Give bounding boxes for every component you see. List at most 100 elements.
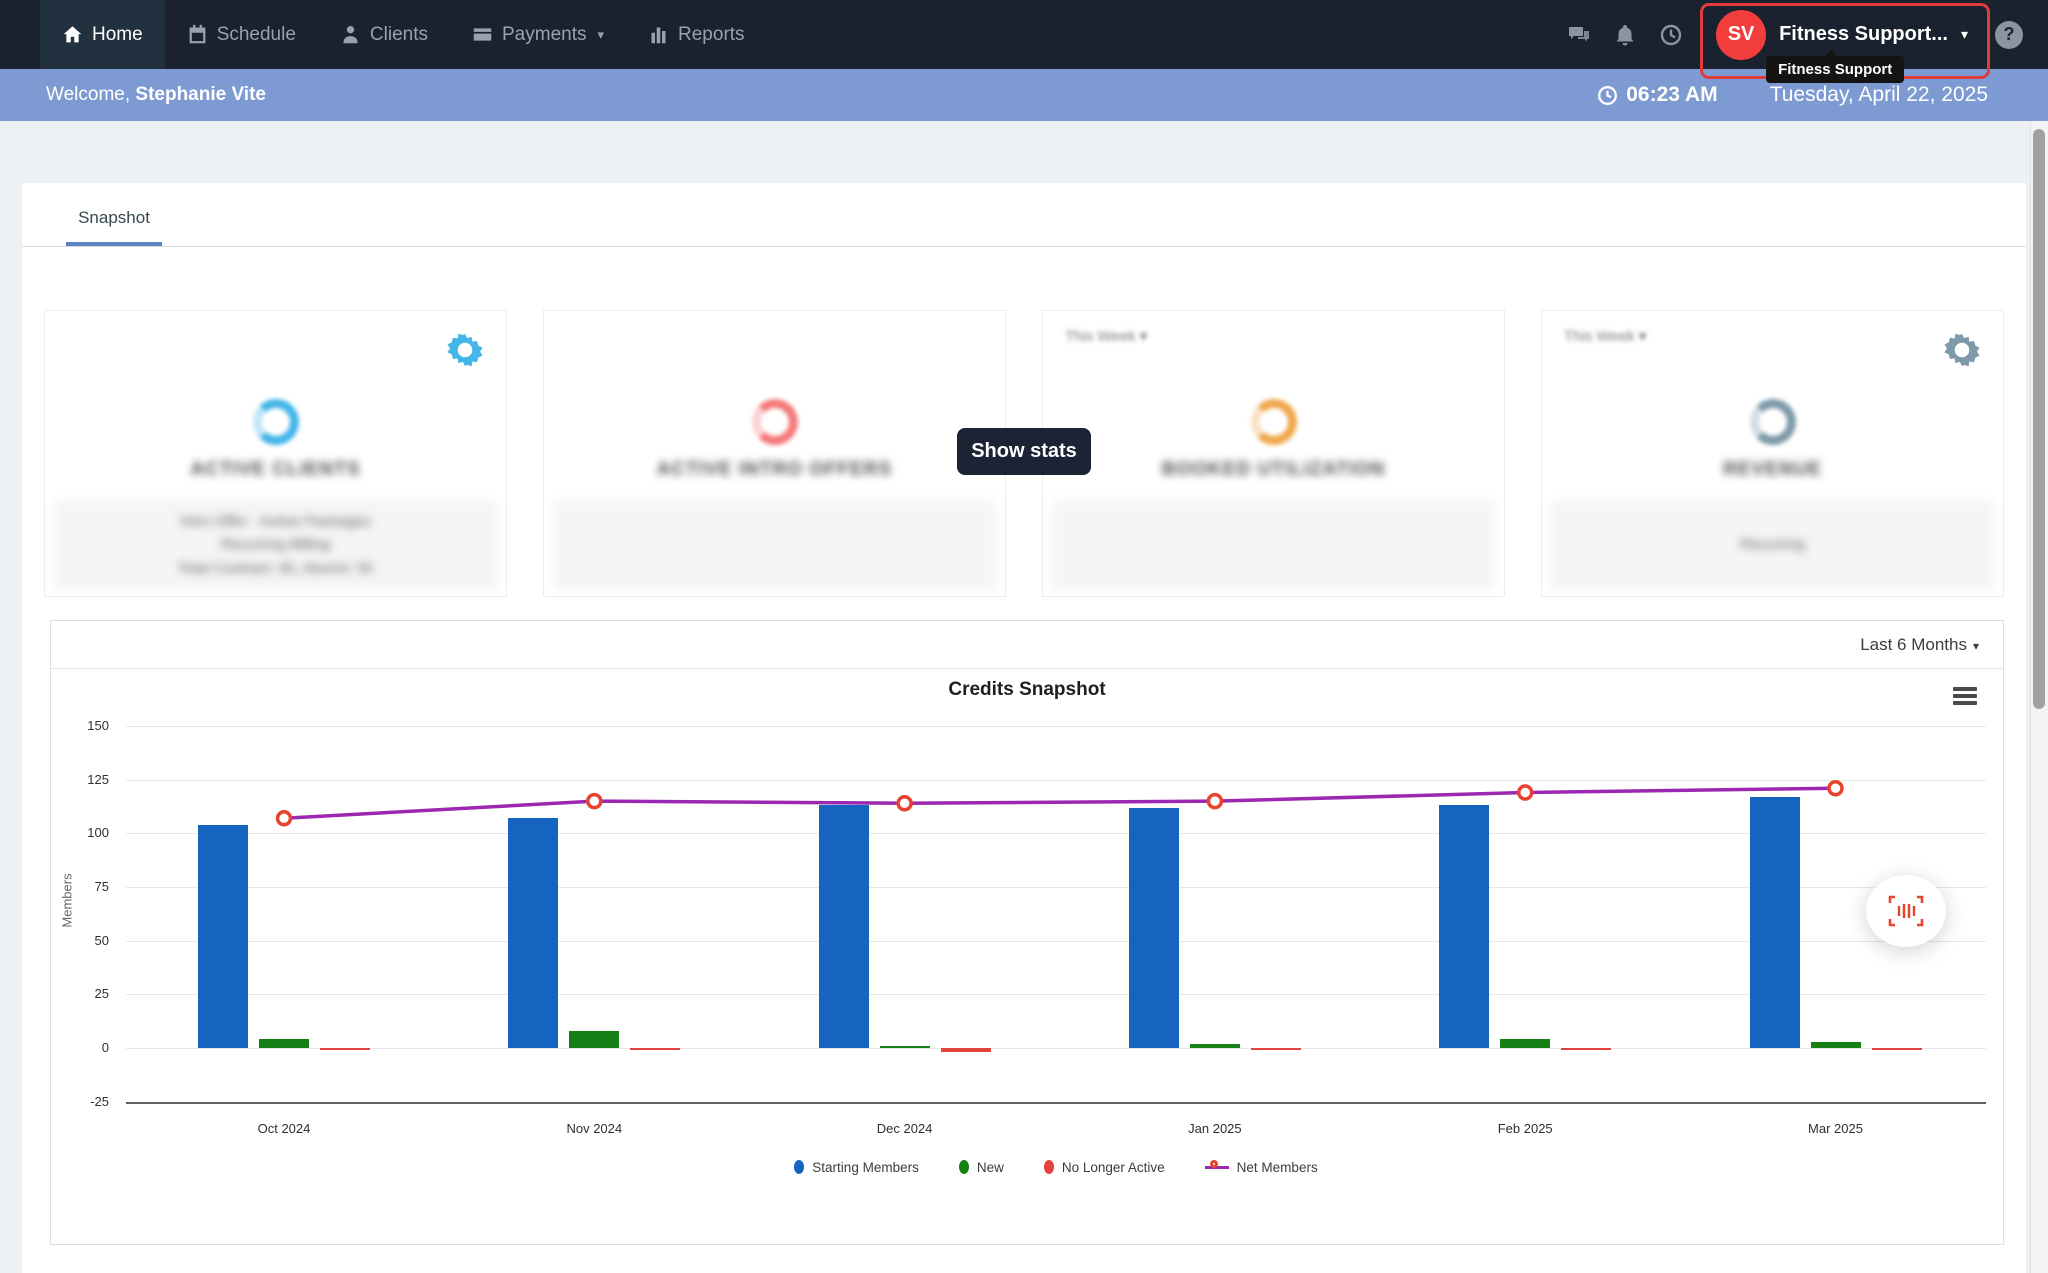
footer-line: Intro Offer - Active Packages	[180, 510, 371, 533]
bar-new	[1811, 1042, 1861, 1048]
nav-item-payments[interactable]: Payments ▾	[450, 0, 626, 69]
legend-dot-icon	[794, 1160, 804, 1174]
page-scrollbar-track[interactable]	[2030, 121, 2048, 1273]
page-scrollbar-thumb[interactable]	[2033, 129, 2045, 709]
notifications-button[interactable]	[1602, 0, 1648, 69]
footer-line: Recurring	[1740, 533, 1805, 556]
tab-snapshot[interactable]: Snapshot	[66, 208, 162, 246]
gear-icon[interactable]	[1943, 331, 1981, 369]
chevron-down-icon: ▾	[597, 27, 604, 43]
card-range-dropdown[interactable]: This Week ▾	[1065, 327, 1147, 345]
legend-label: Net Members	[1237, 1160, 1318, 1175]
chart-menu-icon[interactable]	[1953, 687, 1977, 708]
card-active-clients: ACTIVE CLIENTS Intro Offer - Active Pack…	[44, 310, 507, 597]
greeting: Welcome,	[46, 84, 130, 105]
loading-spinner	[253, 399, 299, 445]
x-tick-label: Mar 2025	[1776, 1121, 1896, 1136]
gridline	[126, 726, 1986, 727]
chevron-down-icon: ▾	[1140, 328, 1148, 345]
legend-item: New	[959, 1160, 1004, 1175]
bar-starting-members	[198, 825, 248, 1048]
gridline	[126, 994, 1986, 995]
bar-chart-icon	[648, 24, 669, 45]
gridline	[126, 780, 1986, 781]
bar-starting-members	[508, 818, 558, 1048]
welcome-text: Welcome, Stephanie Vite	[46, 84, 266, 106]
person-icon	[340, 24, 361, 45]
card-footer	[553, 500, 996, 590]
legend-item: Starting Members	[794, 1160, 919, 1175]
bar-new	[880, 1046, 930, 1048]
current-time: 06:23 AM	[1597, 83, 1717, 107]
navbar-right: SV Fitness Support... ▾ Fitness Support …	[1556, 0, 2048, 69]
bar-no-longer-active	[320, 1048, 370, 1050]
x-tick-label: Jan 2025	[1155, 1121, 1275, 1136]
range-selector[interactable]: Last 6 Months▾	[1860, 635, 1979, 655]
card-footer: Recurring	[1551, 500, 1994, 590]
card-title: ACTIVE CLIENTS	[190, 459, 360, 481]
gridline	[126, 833, 1986, 834]
calendar-icon	[187, 24, 208, 45]
bar-starting-members	[819, 805, 869, 1048]
clock-icon	[1597, 85, 1618, 106]
loading-spinner	[1251, 399, 1297, 445]
bar-new	[569, 1031, 619, 1048]
gridline	[126, 941, 1986, 942]
card-range-dropdown[interactable]: This Week ▾	[1564, 327, 1646, 345]
card-revenue: This Week ▾ REVENUE Recurring	[1541, 310, 2004, 597]
account-tooltip: Fitness Support	[1766, 56, 1904, 83]
legend-item: No Longer Active	[1044, 1160, 1165, 1175]
y-tick-label: 75	[51, 879, 109, 894]
account-menu[interactable]: SV Fitness Support... ▾ Fitness Support	[1704, 0, 1986, 69]
chat-icon	[1567, 23, 1591, 47]
history-button[interactable]	[1648, 0, 1694, 69]
footer-line: Recurring Billing	[221, 533, 330, 556]
bar-no-longer-active	[630, 1048, 680, 1050]
nav-item-home[interactable]: Home	[40, 0, 165, 69]
legend-label: No Longer Active	[1062, 1160, 1165, 1175]
chart-header: Last 6 Months▾	[51, 621, 2003, 669]
bar-no-longer-active	[941, 1048, 991, 1052]
bar-no-longer-active	[1251, 1048, 1301, 1050]
bar-starting-members	[1129, 808, 1179, 1048]
bar-new	[1500, 1039, 1550, 1048]
y-tick-label: 100	[51, 825, 109, 840]
y-tick-label: -25	[51, 1094, 109, 1109]
user-name: Stephanie Vite	[135, 84, 266, 105]
x-tick-label: Dec 2024	[845, 1121, 965, 1136]
avatar: SV	[1716, 10, 1766, 60]
card-booked-utilization: This Week ▾ BOOKED UTILIZATION	[1042, 310, 1505, 597]
y-tick-label: 125	[51, 772, 109, 787]
x-tick-label: Nov 2024	[534, 1121, 654, 1136]
nav-item-clients[interactable]: Clients	[318, 0, 450, 69]
legend-item: Net Members	[1205, 1159, 1318, 1175]
nav-item-reports[interactable]: Reports	[626, 0, 767, 69]
help-button[interactable]: ?	[1986, 0, 2032, 69]
legend-dot-icon	[959, 1160, 969, 1174]
nav-item-label: Home	[92, 24, 143, 46]
question-mark-icon: ?	[1995, 21, 2023, 49]
y-tick-label: 150	[51, 718, 109, 733]
show-stats-button[interactable]: Show stats	[957, 428, 1091, 475]
gridline	[126, 1048, 1986, 1049]
chart-legend: Starting Members New No Longer Active Net M…	[126, 1159, 1986, 1175]
nav-item-schedule[interactable]: Schedule	[165, 0, 318, 69]
welcome-bar-right: 06:23 AM Tuesday, April 22, 2025	[1597, 83, 1988, 107]
net-members-marker-icon	[1205, 1159, 1229, 1175]
y-tick-label: 50	[51, 933, 109, 948]
credits-snapshot-panel: Last 6 Months▾ Credits Snapshot Members …	[50, 620, 2004, 1245]
bar-starting-members	[1750, 797, 1800, 1048]
card-title: REVENUE	[1723, 459, 1822, 481]
top-navbar: Home Schedule Clients Payments ▾ Reports…	[0, 0, 2048, 69]
tab-row: Snapshot	[22, 183, 2026, 247]
clock-icon	[1659, 23, 1683, 47]
welcome-bar: Welcome, Stephanie Vite 06:23 AM Tuesday…	[0, 69, 2048, 121]
chat-button[interactable]	[1556, 0, 1602, 69]
card-title: ACTIVE INTRO OFFERS	[657, 459, 892, 481]
gridline	[126, 1102, 1986, 1104]
scan-fab-button[interactable]	[1866, 875, 1946, 947]
gear-icon[interactable]	[446, 331, 484, 369]
account-name: Fitness Support...	[1779, 23, 1948, 46]
nav-item-label: Clients	[370, 24, 428, 46]
bar-new	[1190, 1044, 1240, 1048]
